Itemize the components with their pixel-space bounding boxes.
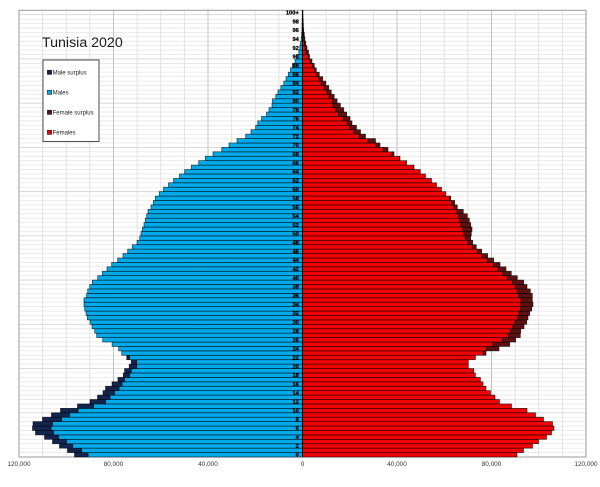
svg-text:78: 78 (292, 108, 299, 114)
svg-text:Females: Females (53, 130, 76, 136)
svg-text:74: 74 (292, 125, 299, 131)
svg-text:92: 92 (292, 46, 298, 52)
svg-text:94: 94 (292, 37, 299, 43)
svg-text:58: 58 (292, 196, 299, 202)
svg-text:Female surplus: Female surplus (53, 110, 94, 116)
svg-text:70: 70 (292, 143, 298, 149)
svg-text:60: 60 (292, 187, 298, 193)
svg-text:26: 26 (292, 338, 299, 344)
svg-text:30: 30 (292, 320, 298, 326)
svg-text:50: 50 (292, 232, 298, 238)
svg-text:40,000: 40,000 (198, 461, 218, 468)
svg-text:90: 90 (292, 55, 298, 61)
svg-text:80,000: 80,000 (482, 461, 502, 468)
svg-text:96: 96 (292, 28, 299, 34)
svg-text:36: 36 (292, 294, 299, 300)
svg-text:80: 80 (292, 99, 298, 105)
svg-text:76: 76 (292, 117, 299, 123)
svg-text:16: 16 (292, 382, 299, 388)
svg-text:98: 98 (292, 19, 299, 25)
svg-text:40: 40 (292, 276, 298, 282)
svg-text:120,000: 120,000 (7, 461, 31, 468)
svg-text:18: 18 (292, 373, 299, 379)
svg-text:24: 24 (292, 347, 299, 353)
svg-text:66: 66 (292, 161, 299, 167)
svg-text:68: 68 (292, 152, 299, 158)
svg-text:86: 86 (292, 72, 299, 78)
svg-text:84: 84 (292, 81, 299, 87)
svg-text:44: 44 (292, 258, 299, 264)
svg-text:40,000: 40,000 (387, 461, 407, 468)
svg-text:48: 48 (292, 240, 299, 246)
svg-text:100+: 100+ (286, 10, 300, 16)
svg-text:22: 22 (292, 355, 298, 361)
svg-text:2: 2 (296, 444, 299, 450)
svg-text:10: 10 (292, 409, 298, 415)
svg-text:32: 32 (292, 311, 298, 317)
svg-text:120,000: 120,000 (574, 461, 598, 468)
svg-text:80,000: 80,000 (104, 461, 124, 468)
svg-text:20: 20 (292, 364, 298, 370)
svg-text:Male surplus: Male surplus (53, 70, 87, 76)
svg-text:88: 88 (292, 64, 299, 70)
svg-text:64: 64 (292, 170, 299, 176)
svg-text:14: 14 (292, 391, 299, 397)
svg-text:52: 52 (292, 223, 298, 229)
svg-text:62: 62 (292, 179, 298, 185)
svg-text:0: 0 (296, 453, 299, 459)
svg-text:34: 34 (292, 302, 299, 308)
svg-text:82: 82 (292, 90, 298, 96)
svg-text:0: 0 (301, 461, 305, 468)
svg-text:Tunisia 2020: Tunisia 2020 (42, 35, 123, 51)
svg-text:54: 54 (292, 214, 299, 220)
svg-text:Males: Males (53, 90, 69, 96)
svg-text:12: 12 (292, 400, 298, 406)
svg-text:46: 46 (292, 249, 299, 255)
svg-text:28: 28 (292, 329, 299, 335)
svg-text:72: 72 (292, 134, 298, 140)
svg-text:56: 56 (292, 205, 299, 211)
svg-text:42: 42 (292, 267, 298, 273)
svg-text:38: 38 (292, 285, 299, 291)
